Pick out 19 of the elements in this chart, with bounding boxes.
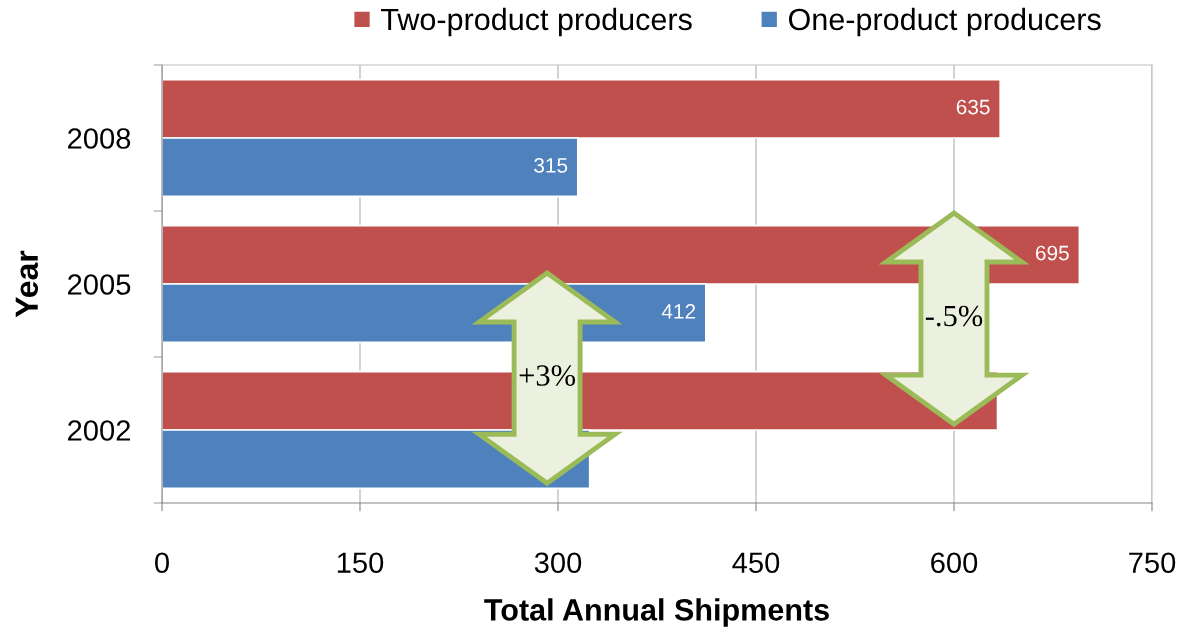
- x-tick-label: 150: [337, 552, 384, 574]
- y-axis-title: Year: [15, 250, 39, 318]
- x-axis-title: Total Annual Shipments: [484, 598, 829, 627]
- annotation: +3%: [519, 365, 576, 386]
- x-tick-label: 450: [732, 552, 780, 574]
- legend-label: One-product producers: [788, 7, 1101, 37]
- data-label: 412: [661, 304, 696, 319]
- x-tick-label: 0: [155, 552, 169, 574]
- x-tick-label: 300: [534, 552, 582, 574]
- legend-label: Two-product producers: [381, 7, 692, 37]
- x-tick-label: 750: [1129, 552, 1176, 574]
- y-tick-label: 2002: [68, 420, 130, 441]
- x-tick-label: 600: [931, 552, 978, 574]
- y-tick-label: 2005: [68, 274, 131, 295]
- annotation: -.5%: [925, 305, 983, 327]
- data-label: 315: [534, 158, 568, 173]
- data-label: 695: [1035, 245, 1069, 261]
- data-label: 635: [956, 99, 990, 115]
- y-tick-label: 2008: [68, 128, 131, 149]
